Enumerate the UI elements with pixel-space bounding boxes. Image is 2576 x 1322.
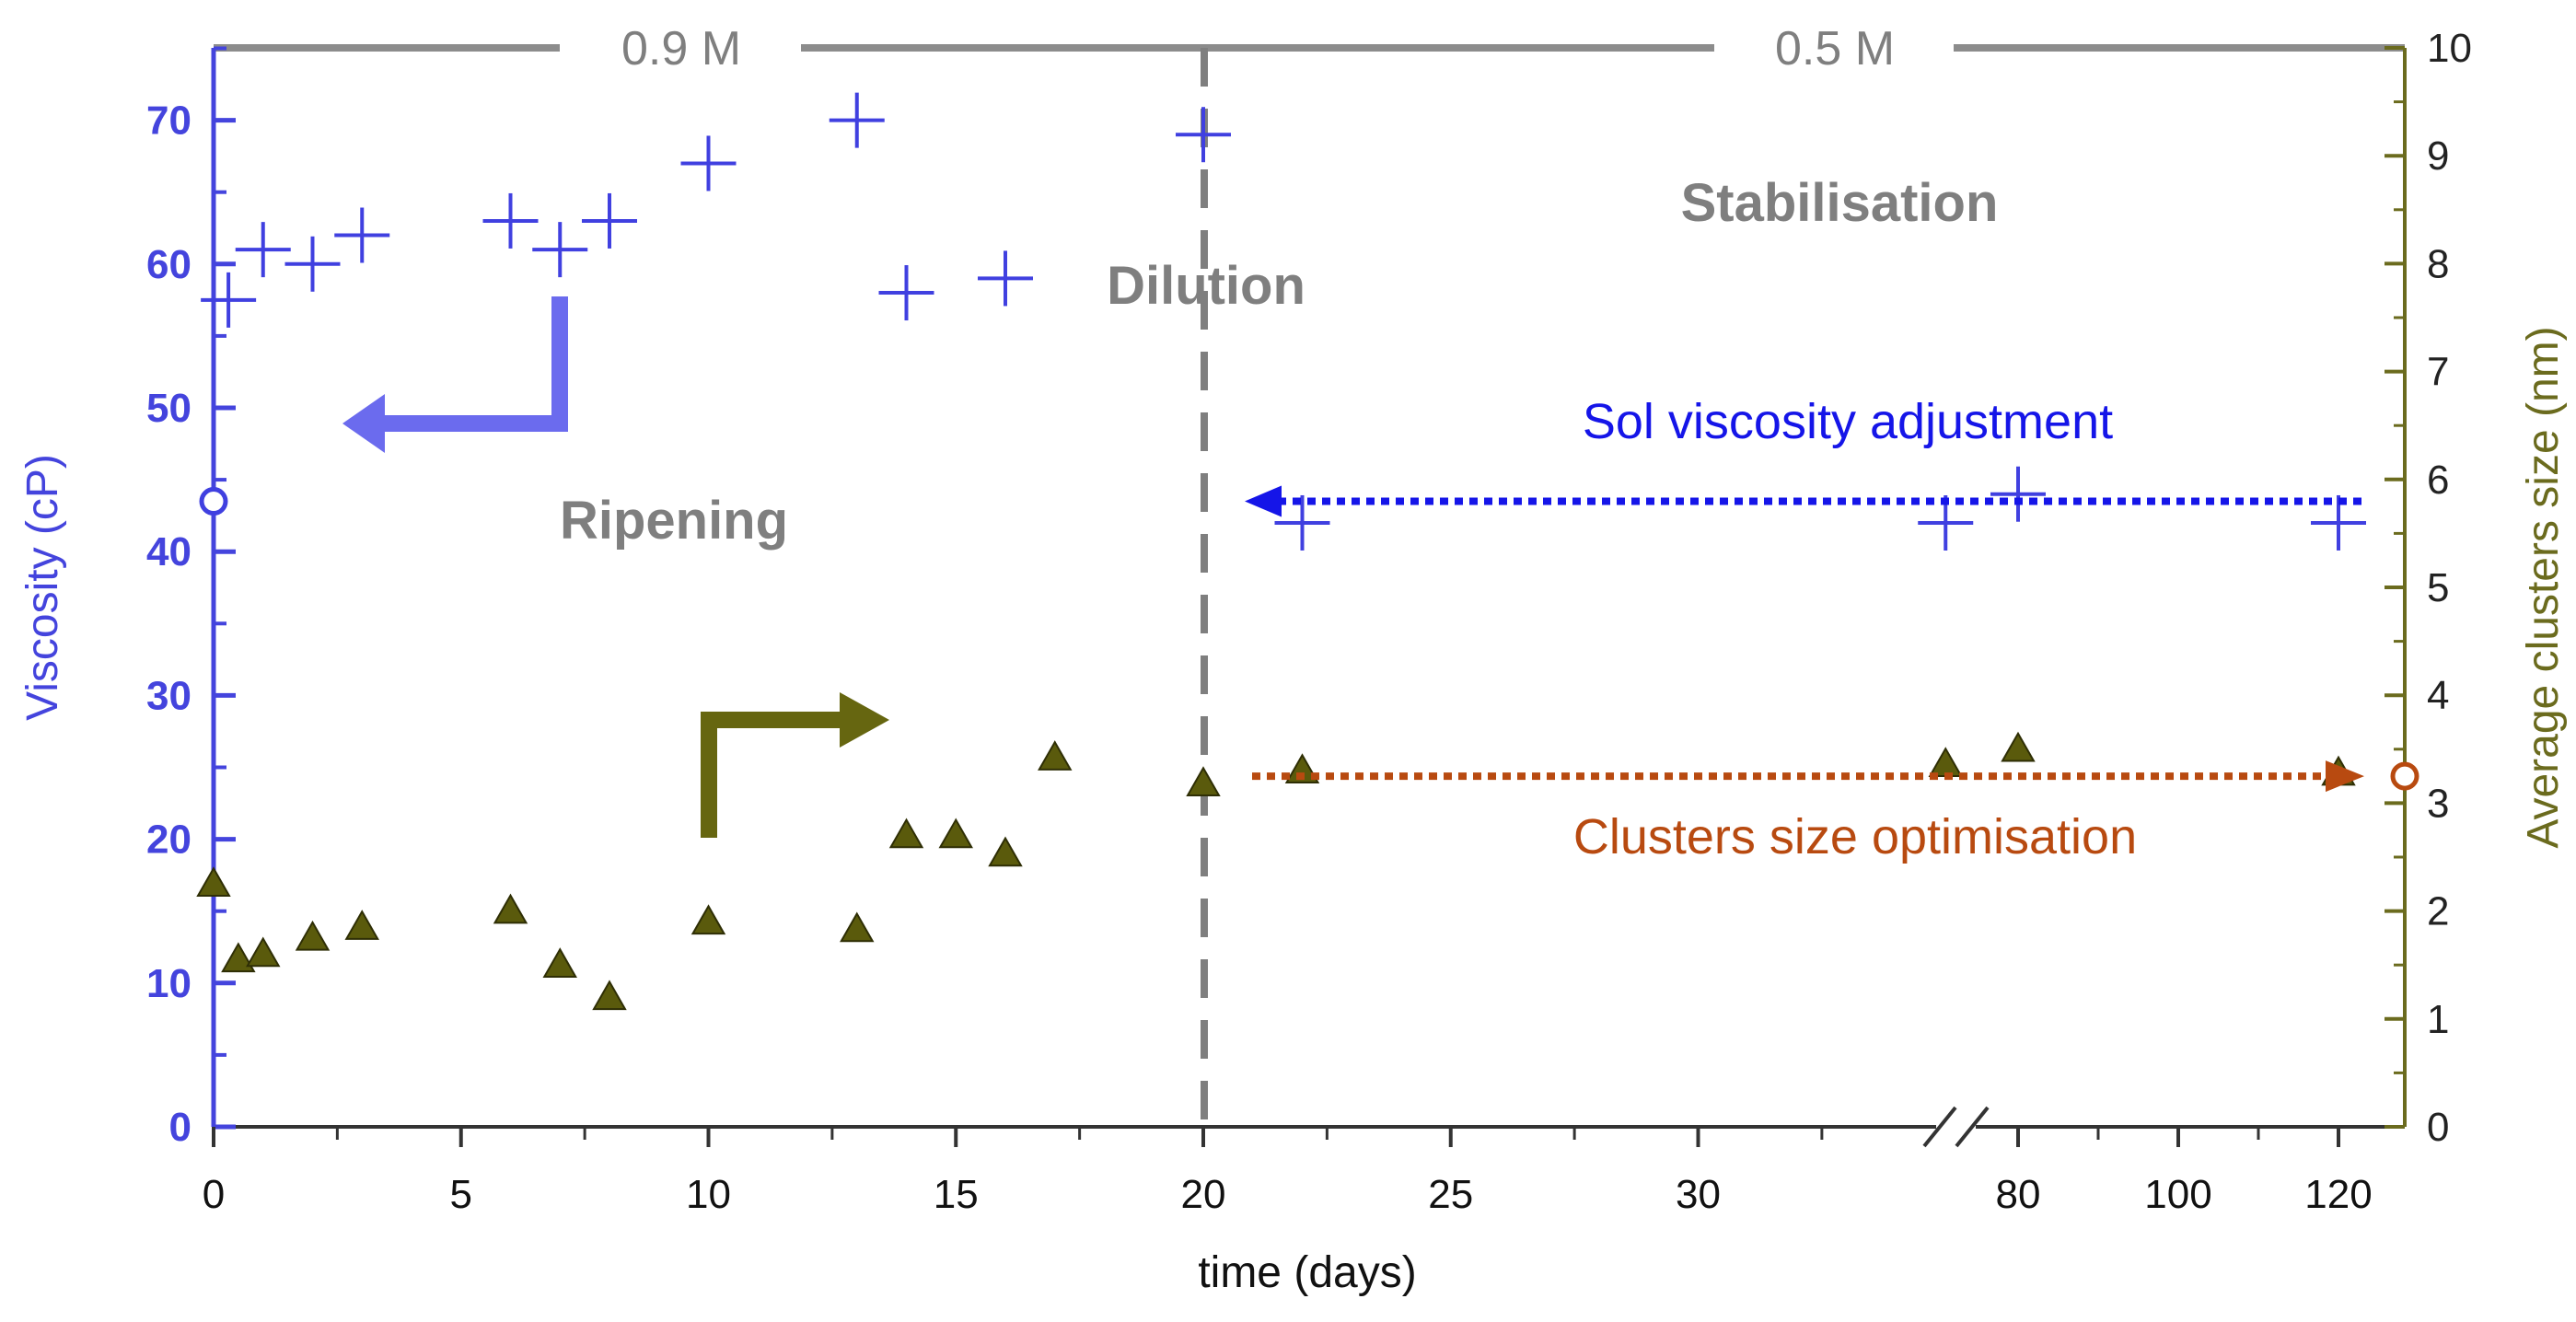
concentration-bar: 0.9 M 0.5 M (214, 22, 2405, 75)
cluster-point (493, 893, 528, 924)
viscosity-point (284, 236, 341, 292)
axis-break-mark-1 (1922, 1106, 1957, 1148)
x-tick-label: 120 (2304, 1172, 2372, 1217)
axis-break-mark-2 (1955, 1106, 1990, 1148)
cluster-point (1038, 740, 1073, 771)
right-tick-label: 8 (2427, 241, 2449, 286)
viscosity-point (1990, 466, 2046, 522)
viscosity-point (978, 250, 1033, 307)
left-tick-label: 30 (146, 673, 191, 718)
viscosity-point (532, 222, 588, 278)
cluster-point (196, 866, 231, 898)
optimisation-annotation: Clusters size optimisation (1573, 809, 2137, 864)
right-y-axis-label: Average clusters size (nm) (2519, 326, 2568, 848)
right-tick-label: 2 (2427, 889, 2449, 934)
right-tick-label: 10 (2427, 26, 2472, 71)
right-tick-label: 3 (2427, 781, 2449, 826)
viscosity-point (878, 265, 934, 321)
cluster-point (888, 818, 924, 849)
cluster-point (988, 836, 1023, 867)
x-tick-label: 15 (934, 1172, 979, 1217)
left-axis-arrow-head (342, 394, 385, 453)
x-axis (214, 1106, 2405, 1148)
right-tick-label: 1 (2427, 997, 2449, 1042)
right-tick-label: 7 (2427, 350, 2449, 395)
cluster-point (1186, 766, 1221, 797)
x-tick-label: 5 (450, 1172, 472, 1217)
x-tick-label: 30 (1676, 1172, 1721, 1217)
concentration-label-0.9m: 0.9 M (621, 22, 741, 75)
x-axis-label: time (days) (1198, 1248, 1416, 1297)
x-tick-label: 10 (686, 1172, 731, 1217)
x-ticks: 0 5 10 15 20 25 30 80 100 120 (203, 1127, 2373, 1217)
annotation-arrows (199, 485, 2419, 793)
cluster-point (344, 910, 379, 940)
viscosity-point (1274, 494, 1330, 551)
cluster-point (840, 911, 875, 943)
right-tick-label: 6 (2427, 458, 2449, 503)
adjustment-arrow-head (1245, 485, 1282, 517)
left-tick-label: 60 (146, 242, 191, 287)
x-tick-label: 25 (1428, 1172, 1473, 1217)
x-tick-label: 20 (1181, 1172, 1226, 1217)
cluster-point (592, 980, 627, 1011)
left-axis-arrow (342, 296, 568, 453)
cluster-point (221, 942, 256, 973)
viscosity-point (201, 272, 257, 328)
left-tick-label: 0 (169, 1105, 191, 1150)
cluster-point (1284, 753, 1320, 783)
right-tick-label: 5 (2427, 565, 2449, 610)
left-y-axis-label: Viscosity (cP) (18, 454, 67, 721)
left-axis-arrow-path (368, 296, 568, 432)
viscosity-point (482, 192, 539, 249)
left-y-ticks: 0 10 20 30 40 50 60 70 (146, 46, 236, 1150)
stabilisation-label: Stabilisation (1681, 173, 1999, 233)
right-tick-label: 9 (2427, 133, 2449, 179)
x-tick-label: 0 (203, 1172, 225, 1217)
left-tick-label: 40 (146, 529, 191, 574)
right-axis-arrow-head (840, 692, 889, 748)
adjustment-target-marker (199, 487, 228, 516)
dilution-label: Dilution (1107, 256, 1305, 316)
cluster-point (1928, 747, 1963, 777)
cluster-point (542, 947, 577, 978)
x-tick-label: 100 (2144, 1172, 2211, 1217)
viscosity-point (582, 192, 637, 249)
viscosity-point (334, 207, 390, 263)
viscosity-point (680, 135, 737, 191)
left-tick-label: 20 (146, 818, 191, 863)
cluster-point (295, 920, 331, 951)
right-axis-arrow-path (701, 712, 847, 838)
cluster-point (246, 936, 281, 968)
x-tick-label: 80 (1996, 1172, 2041, 1217)
annotations: Sol viscosity adjustment Clusters size o… (1573, 394, 2137, 864)
ripening-label: Ripening (560, 491, 788, 551)
concentration-label-0.5m: 0.5 M (1775, 22, 1895, 75)
viscosity-series (201, 92, 2366, 551)
cluster-point (938, 818, 973, 849)
left-tick-label: 70 (146, 99, 191, 144)
viscosity-point (829, 92, 885, 148)
left-tick-label: 10 (146, 961, 191, 1006)
cluster-size-series (196, 731, 2356, 1011)
adjustment-annotation: Sol viscosity adjustment (1583, 394, 2113, 449)
cluster-point (690, 904, 726, 935)
optimisation-arrow-head (2326, 760, 2364, 793)
right-tick-label: 0 (2427, 1105, 2449, 1150)
left-tick-label: 50 (146, 386, 191, 431)
right-tick-label: 4 (2427, 673, 2449, 718)
cluster-point (2001, 731, 2036, 762)
optimisation-target-marker (2390, 761, 2419, 791)
viscosity-point (235, 222, 291, 278)
right-y-ticks: 0 1 2 3 4 5 6 7 8 9 10 (2385, 26, 2472, 1150)
right-axis-arrow (701, 692, 889, 838)
viscosity-point (1176, 107, 1231, 163)
